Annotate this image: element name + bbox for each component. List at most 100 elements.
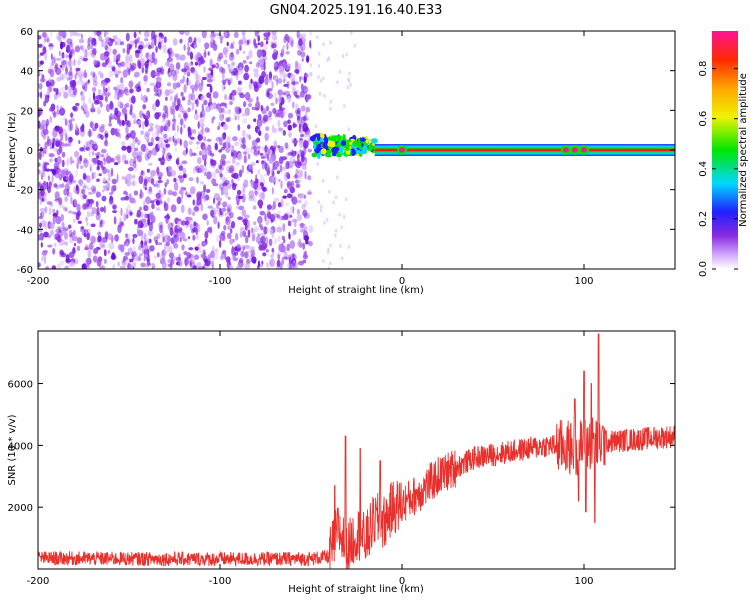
noise-speck [165, 119, 171, 127]
noise-speck [64, 133, 68, 141]
x-tick-label: 0 [399, 276, 405, 287]
noise-speck [277, 202, 282, 208]
noise-speck [257, 35, 261, 42]
noise-speck [187, 80, 192, 86]
noise-speck [290, 40, 294, 48]
noise-speck [304, 73, 309, 79]
noise-speck [160, 126, 163, 135]
noise-speck [90, 211, 94, 217]
noise-speck [148, 162, 153, 166]
transition-speck [332, 150, 338, 155]
noise-speck [218, 183, 225, 191]
noise-speck [42, 46, 47, 55]
noise-speck [82, 185, 87, 189]
noise-speck [299, 223, 306, 227]
noise-speck [135, 88, 141, 93]
noise-speck [299, 123, 302, 128]
noise-speck [155, 76, 162, 83]
noise-speck [81, 123, 85, 133]
noise-speck [286, 243, 290, 252]
noise-speck [276, 79, 279, 86]
noise-speck [176, 220, 181, 230]
noise-speck [99, 94, 104, 101]
noise-speck [124, 120, 130, 125]
noise-speck [96, 155, 100, 159]
noise-speck [292, 84, 296, 90]
noise-speck [258, 223, 263, 228]
noise-speck [347, 79, 351, 84]
noise-speck [112, 185, 117, 192]
noise-speck [68, 210, 73, 214]
noise-speck [131, 95, 136, 104]
noise-speck [165, 62, 168, 66]
noise-speck [243, 151, 247, 155]
noise-speck [111, 66, 116, 72]
noise-speck [102, 157, 106, 161]
noise-speck [269, 214, 276, 223]
noise-speck [194, 61, 199, 66]
noise-speck [111, 252, 116, 260]
noise-speck [78, 38, 85, 44]
noise-speck [151, 262, 155, 267]
noise-speck [103, 88, 107, 95]
noise-speck [235, 48, 240, 55]
noise-speck [219, 211, 223, 216]
noise-speck [318, 91, 322, 96]
noise-speck [69, 31, 74, 37]
noise-speck [285, 44, 288, 48]
noise-speck [71, 31, 78, 36]
noise-speck [68, 88, 74, 97]
noise-speck [219, 173, 223, 178]
noise-speck [248, 164, 251, 170]
noise-speck [55, 57, 62, 61]
noise-speck [146, 59, 150, 63]
noise-speck [151, 215, 156, 224]
noise-speck [53, 87, 57, 92]
colorbar-label: Normalized spectral amplitude [738, 73, 749, 227]
noise-speck [318, 51, 321, 56]
transition-speck [316, 135, 321, 141]
noise-speck [52, 248, 56, 255]
noise-speck [244, 92, 251, 101]
noise-speck [86, 221, 89, 226]
noise-speck [69, 50, 73, 55]
noise-speck [191, 229, 196, 234]
noise-speck [70, 112, 74, 118]
noise-speck [241, 164, 245, 174]
noise-speck [55, 88, 59, 96]
noise-speck [294, 64, 299, 70]
noise-speck [175, 62, 181, 70]
noise-speck [47, 234, 51, 238]
noise-speck [93, 100, 100, 105]
noise-speck [176, 196, 182, 205]
noise-speck [60, 86, 66, 94]
noise-speck [42, 168, 46, 178]
noise-speck [82, 194, 87, 200]
noise-speck [51, 175, 54, 183]
noise-speck [237, 152, 243, 161]
noise-speck [142, 94, 148, 104]
noise-speck [66, 77, 70, 81]
noise-speck [222, 135, 226, 141]
noise-speck [257, 114, 262, 121]
noise-speck [218, 239, 222, 248]
noise-speck [309, 31, 312, 36]
noise-speck [195, 140, 202, 145]
noise-speck [60, 64, 63, 69]
noise-speck [143, 255, 146, 262]
noise-speck [153, 255, 159, 259]
noise-speck [256, 160, 259, 164]
noise-speck [106, 59, 112, 69]
noise-speck [155, 99, 160, 108]
noise-speck [197, 36, 202, 44]
noise-speck [125, 208, 129, 216]
noise-speck [90, 185, 97, 192]
noise-speck [166, 166, 169, 174]
noise-speck [125, 241, 129, 247]
noise-speck [287, 119, 291, 124]
noise-speck [203, 136, 207, 142]
noise-speck [186, 194, 192, 198]
noise-speck [38, 82, 43, 90]
hotspot [562, 147, 569, 153]
noise-speck [142, 104, 147, 110]
